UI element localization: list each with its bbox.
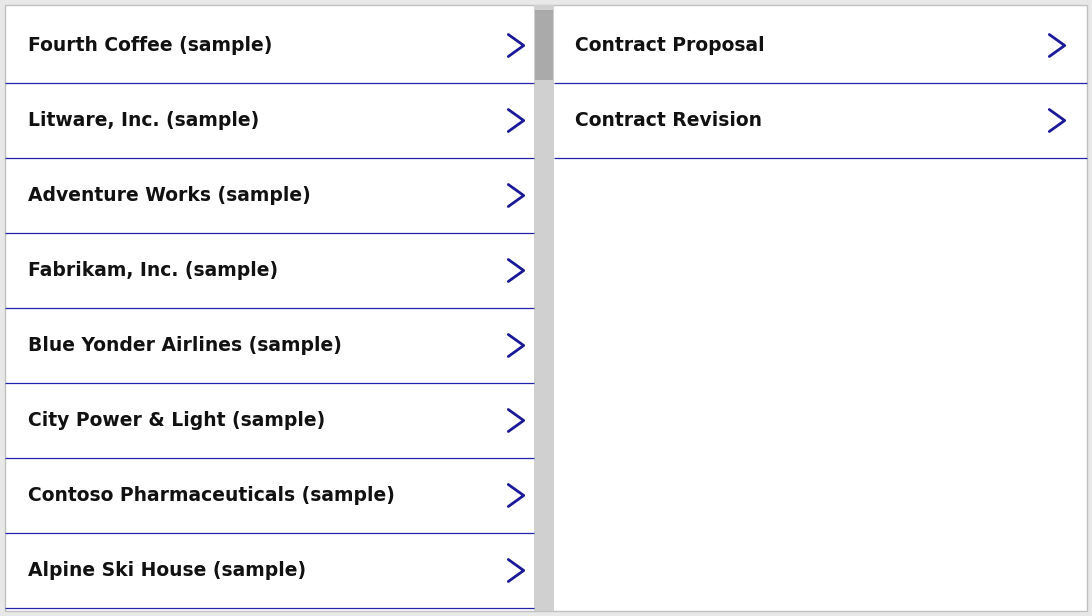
Text: Contract Revision: Contract Revision [575,111,762,130]
Bar [535,10,553,80]
Text: Litware, Inc. (sample): Litware, Inc. (sample) [28,111,259,130]
Text: Contoso Pharmaceuticals (sample): Contoso Pharmaceuticals (sample) [28,486,395,505]
Text: Adventure Works (sample): Adventure Works (sample) [28,186,311,205]
Text: Contract Proposal: Contract Proposal [575,36,764,55]
Text: City Power & Light (sample): City Power & Light (sample) [28,411,325,430]
Bar [534,5,554,611]
Text: Fabrikam, Inc. (sample): Fabrikam, Inc. (sample) [28,261,278,280]
Text: Fourth Coffee (sample): Fourth Coffee (sample) [28,36,272,55]
Text: Blue Yonder Airlines (sample): Blue Yonder Airlines (sample) [28,336,342,355]
Text: Alpine Ski House (sample): Alpine Ski House (sample) [28,561,306,580]
